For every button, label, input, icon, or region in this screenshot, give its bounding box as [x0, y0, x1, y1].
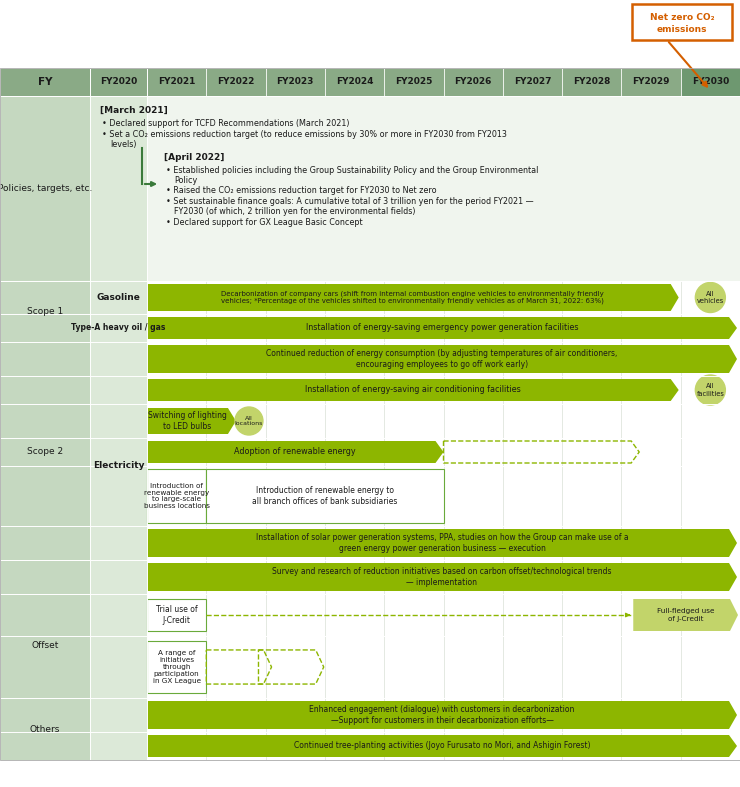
Bar [206, 469, 443, 523]
Text: Continued reduction of energy consumption (by adjusting temperatures of air cond: Continued reduction of energy consumptio… [266, 349, 618, 368]
Bar [0, 594, 90, 698]
Text: Policies, targets, etc.: Policies, targets, etc. [0, 184, 92, 193]
Text: All
locations: All locations [235, 416, 263, 427]
Bar [0, 560, 90, 594]
Bar [0, 342, 90, 560]
Bar [0, 68, 740, 760]
Text: Introduction of
renewable energy
to large-scale
business locations: Introduction of renewable energy to larg… [144, 482, 209, 509]
Bar [90, 594, 147, 698]
Text: Scope 1: Scope 1 [27, 307, 63, 316]
Bar [147, 96, 740, 281]
Text: Introduction of renewable energy to
all branch offices of bank subsidiaries: Introduction of renewable energy to all … [252, 486, 397, 506]
Polygon shape [147, 441, 443, 463]
Polygon shape [147, 563, 737, 591]
Polygon shape [147, 379, 679, 401]
Text: FY2027: FY2027 [514, 77, 551, 87]
Text: Decarbonization of company cars (shift from internal combustion engine vehicles : Decarbonization of company cars (shift f… [221, 290, 605, 305]
Text: Gasoline: Gasoline [96, 293, 141, 302]
Bar [632, 4, 732, 40]
Bar [90, 698, 147, 760]
Text: • Set sustainable finance goals: A cumulative total of 3 trillion yen for the pe: • Set sustainable finance goals: A cumul… [166, 197, 534, 206]
Text: FY2025: FY2025 [395, 77, 433, 87]
Text: [March 2021]: [March 2021] [100, 106, 168, 115]
Text: FY2030: FY2030 [692, 77, 729, 87]
Text: All
facilities: All facilities [696, 383, 724, 397]
Bar [147, 68, 206, 96]
Bar [0, 281, 90, 342]
Polygon shape [147, 529, 737, 557]
Bar [90, 68, 147, 96]
Bar [622, 68, 681, 96]
Text: • Declared support for GX League Basic Concept: • Declared support for GX League Basic C… [166, 218, 363, 227]
Bar [90, 342, 147, 560]
Bar [325, 68, 384, 96]
Bar [90, 281, 147, 314]
Bar [90, 96, 147, 281]
Circle shape [235, 407, 263, 435]
Text: FY2023: FY2023 [277, 77, 314, 87]
Polygon shape [147, 735, 737, 757]
Circle shape [696, 283, 725, 312]
Bar [562, 68, 622, 96]
Text: Switching of lighting
to LED bulbs: Switching of lighting to LED bulbs [147, 412, 226, 430]
Text: Installation of energy-saving emergency power generation facilities: Installation of energy-saving emergency … [306, 323, 578, 332]
Text: Installation of energy-saving air conditioning facilities: Installation of energy-saving air condit… [305, 386, 521, 394]
Polygon shape [147, 701, 737, 729]
Text: FY2030 (of which, 2 trillion yen for the environmental fields): FY2030 (of which, 2 trillion yen for the… [174, 207, 415, 216]
Text: Installation of solar power generation systems, PPA, studies on how the Group ca: Installation of solar power generation s… [256, 534, 628, 552]
Polygon shape [633, 599, 738, 631]
Text: Offset: Offset [31, 641, 58, 651]
Text: emissions: emissions [657, 25, 707, 35]
Text: • Declared support for TCFD Recommendations (March 2021): • Declared support for TCFD Recommendati… [102, 119, 349, 128]
Bar [681, 68, 740, 96]
Text: Net zero CO₂: Net zero CO₂ [650, 13, 714, 21]
Text: A range of
initiatives
through
participation
in GX League: A range of initiatives through participa… [152, 650, 201, 684]
Bar [266, 68, 325, 96]
Text: Enhanced engagement (dialogue) with customers in decarbonization
—Support for cu: Enhanced engagement (dialogue) with cust… [309, 705, 575, 725]
Text: • Established policies including the Group Sustainability Policy and the Group E: • Established policies including the Gro… [166, 166, 539, 175]
Polygon shape [147, 408, 236, 434]
Text: FY2021: FY2021 [158, 77, 195, 87]
Text: FY2026: FY2026 [454, 77, 492, 87]
Text: Adoption of renewable energy: Adoption of renewable energy [235, 448, 356, 456]
Text: Electricity: Electricity [92, 460, 144, 470]
Polygon shape [147, 317, 737, 339]
Text: FY2022: FY2022 [218, 77, 255, 87]
Bar [90, 314, 147, 342]
Bar [206, 68, 266, 96]
Bar [147, 469, 206, 523]
Text: Policy: Policy [174, 176, 198, 185]
Text: levels): levels) [110, 140, 136, 149]
Polygon shape [147, 284, 679, 311]
Text: [April 2022]: [April 2022] [164, 153, 224, 162]
Bar [90, 560, 147, 594]
Text: • Set a CO₂ emissions reduction target (to reduce emissions by 30% or more in FY: • Set a CO₂ emissions reduction target (… [102, 130, 507, 139]
Text: Type-A heavy oil / gas: Type-A heavy oil / gas [71, 323, 166, 332]
Bar [0, 698, 90, 760]
Text: Continued tree-planting activities (Joyo Furusato no Mori, and Ashigin Forest): Continued tree-planting activities (Joyo… [294, 741, 591, 751]
Bar [502, 68, 562, 96]
Text: • Raised the CO₂ emissions reduction target for FY2030 to Net zero: • Raised the CO₂ emissions reduction tar… [166, 186, 437, 195]
Circle shape [696, 375, 725, 405]
Text: Full-fledged use
of J-Credit: Full-fledged use of J-Credit [657, 608, 714, 622]
Bar [384, 68, 443, 96]
Text: FY2028: FY2028 [573, 77, 610, 87]
Bar [0, 68, 90, 96]
Bar [0, 96, 90, 281]
Text: FY: FY [38, 77, 53, 87]
Text: FY2029: FY2029 [632, 77, 670, 87]
Text: Scope 2: Scope 2 [27, 446, 63, 456]
Text: FY2020: FY2020 [100, 77, 137, 87]
Bar [147, 641, 206, 693]
Polygon shape [147, 345, 737, 373]
Text: Trial use of
J-Credit: Trial use of J-Credit [156, 605, 198, 625]
Text: All
vehicles: All vehicles [697, 291, 724, 304]
Text: Others: Others [30, 725, 60, 733]
Text: FY2024: FY2024 [336, 77, 373, 87]
Bar [443, 68, 502, 96]
Text: Survey and research of reduction initiatives based on carbon offset/technologica: Survey and research of reduction initiat… [272, 567, 612, 586]
Bar [147, 599, 206, 631]
